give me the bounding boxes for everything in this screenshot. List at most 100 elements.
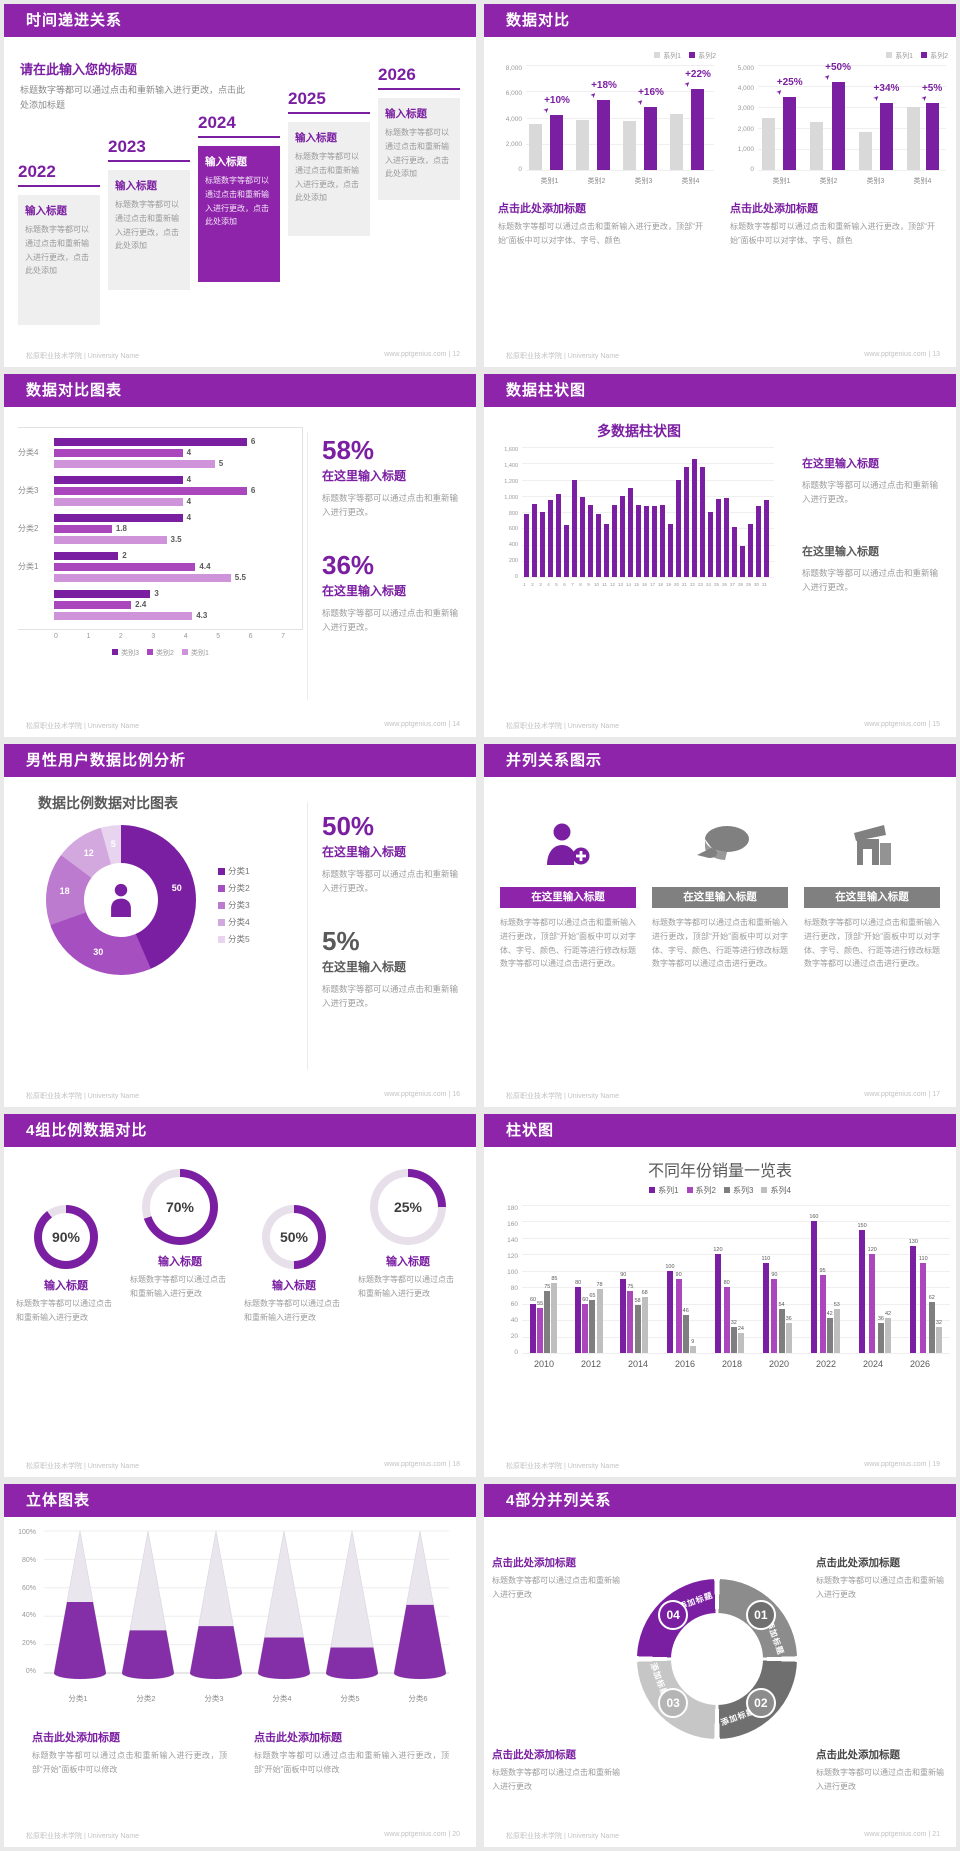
y-tick-label: 40	[510, 1317, 518, 1324]
bar-类别3	[54, 551, 119, 560]
column-bar	[540, 512, 545, 577]
slide-parallel-icons[interactable]: 并列关系图示 在这里输入标题 标题数字等都可以通过点击和重新输入进行更改，顶部“开…	[484, 744, 956, 1107]
y-tick-label: 120	[507, 1253, 518, 1260]
chart-legend: 系列1 系列2	[498, 51, 716, 61]
hbar-group: 分类4 6 4 5	[18, 435, 302, 470]
slide-cycle-ring[interactable]: 4部分并列关系 添加标题 添加标题 添加标题 添加标题 01 02 03 04 点击此处添加标题…	[484, 1484, 956, 1847]
slide-column-chart[interactable]: 数据柱状图 多数据柱状图 1,600 1,400 1,200 1,000 800 600 40…	[484, 374, 956, 737]
chart-legend: 系列1 系列2 系列3 系列4	[484, 1185, 956, 1196]
bar-col: 36	[786, 1316, 792, 1353]
bar-value-label: 4	[186, 448, 192, 457]
bar-col: 100	[665, 1264, 675, 1353]
category-label: 分类1	[68, 1694, 88, 1703]
y-tick-label: 5,000	[737, 65, 754, 72]
bar-系列2	[819, 1274, 826, 1353]
x-tick-label: 4	[547, 582, 550, 587]
hbar-row: 4	[54, 513, 302, 522]
slide-data-compare[interactable]: 数据对比 系列1 系列2 8,000 6,000 4,000 2,000 0 +10% ➤ +18…	[484, 4, 956, 367]
y-tick-label: 2,000	[505, 140, 522, 148]
y-tick-label: 1,400	[504, 462, 518, 469]
block-title: 点击此处添加标题	[492, 1557, 576, 1569]
column-bar	[628, 487, 633, 577]
slide-hbar-chart[interactable]: 数据对比图表 分类4 6 4 5 分类3 4 6 4 分类2 4 1.8 3.5 分类1 2 4.4 5.5 3…	[4, 374, 476, 737]
bar-annotation-col: +34% ➤	[872, 83, 899, 170]
column-bar	[556, 494, 561, 577]
hbar-group: 分类1 2 4.4 5.5	[18, 549, 302, 584]
x-tick-label: 22	[690, 582, 696, 587]
chart-body: 5,000 4,000 3,000 2,000 1,000 0 +25% ➤ +50% ➤ +34%…	[730, 62, 948, 173]
bar-类别1	[54, 611, 193, 620]
y-tick-label: 600	[508, 526, 518, 533]
x-axis-labels: 类别1 类别2 类别3 类别4	[758, 176, 946, 186]
y-tick-label: 0	[518, 166, 522, 173]
chart-body: 1,600 1,400 1,200 1,000 800 600 400 200 0	[496, 447, 774, 580]
bar-group: 120 80 32 24	[713, 1247, 744, 1353]
column-bar	[756, 506, 761, 577]
ring-hole	[378, 1177, 438, 1237]
ring-text: 标题数字等都可以通过点击和重新输入进行更改	[130, 1275, 226, 1298]
slide-grouped-bars[interactable]: 柱状图 不同年份销量一览表 系列1 系列2 系列3 系列4 180 160 140 120 100…	[484, 1114, 956, 1477]
bar-类别2	[54, 562, 196, 571]
bar-value-label: 150	[857, 1222, 867, 1229]
bar-系列2	[675, 1279, 682, 1353]
footer-site-page: www.pptgenius.com | 20	[384, 1831, 460, 1838]
legend-item: 类别3	[112, 648, 139, 658]
donut-chart: 50 30 18 12 5	[46, 825, 196, 975]
bar-value-label: 80	[723, 1280, 730, 1287]
bar-value-label: 65	[589, 1292, 596, 1299]
bar-系列3	[928, 1302, 935, 1353]
growth-arrow-icon: ➤	[823, 72, 833, 82]
slide-timeline[interactable]: 时间递进关系 请在此输入您的标题 标题数字等都可以通过点击和重新输入进行更改，点击…	[4, 4, 476, 367]
bar-series2	[879, 102, 893, 170]
segment-number-badge: 04	[658, 1600, 689, 1631]
caption-block: 点击此处添加标题 标题数字等都可以通过点击和重新输入进行更改，顶部“开始”面板中可…	[498, 200, 703, 247]
x-tick-label: 类别4	[913, 178, 932, 185]
ring-percent-label: 50%	[279, 1229, 309, 1245]
growth-arrow-icon: ➤	[775, 87, 785, 97]
bar-系列1	[530, 1303, 537, 1353]
item-title-bar: 在这里输入标题	[652, 887, 788, 908]
footer-site-page: www.pptgenius.com | 12	[384, 351, 460, 358]
bar-series1	[529, 124, 543, 170]
bar-value-label: 68	[641, 1290, 648, 1297]
y-tick-label: 8,000	[505, 65, 522, 72]
bar-系列3	[589, 1299, 596, 1353]
x-tick-label: 0	[54, 633, 58, 640]
slide-title-bar: 4组比例数据对比	[4, 1114, 476, 1147]
timeline-column: 2024 输入标题 标题数字等都可以通过点击和重新输入进行更改，点击此处添加	[198, 113, 280, 282]
bar-group: +25% ➤	[761, 77, 803, 170]
x-tick-label: 27	[730, 582, 736, 587]
gridline	[758, 170, 946, 171]
gridline	[522, 1287, 950, 1289]
ring-column: 25% 输入标题 标题数字等都可以通过点击和重新输入进行更改	[358, 1169, 458, 1300]
x-tick-label: 17	[650, 582, 656, 587]
bar-系列3	[730, 1326, 737, 1353]
slide-cone-chart[interactable]: 立体图表 100% 80% 60% 40% 20% 0% 分类1 分类2 分类3 分类4 分类5 分类…	[4, 1484, 476, 1847]
bar-value-label: 32	[935, 1319, 942, 1326]
bar-value-label: 2.4	[135, 600, 147, 609]
slide-content: 添加标题 添加标题 添加标题 添加标题 01 02 03 04 点击此处添加标题 标题数字等都可以…	[484, 1517, 956, 1825]
gridline	[526, 143, 714, 145]
bar-col: 110	[762, 1256, 770, 1353]
timeline-year: 2023	[108, 137, 146, 156]
parallel-item: 在这里输入标题 标题数字等都可以通过点击和重新输入进行更改，顶部“开始”面板中可以…	[652, 815, 788, 971]
slide-content: 不同年份销量一览表 系列1 系列2 系列3 系列4 180 160 140 120 100 80 60…	[484, 1147, 956, 1455]
gridline	[526, 117, 714, 119]
footer-school: 松原职业技术学院 | University Name	[26, 1463, 140, 1470]
slide-donut-analysis[interactable]: 男性用户数据比例分析 数据比例数据对比图表 50 30 18 12 5 分类1 分类2 分类3 分…	[4, 744, 476, 1107]
caption-block: 点击此处添加标题 标题数字等都可以通过点击和重新输入进行更改，顶部“开始”面板中可…	[730, 200, 935, 247]
slide-ratio-rings[interactable]: 4组比例数据对比 90% 输入标题 标题数字等都可以通过点击和重新输入进行更改 70%…	[4, 1114, 476, 1477]
intro-title: 请在此输入您的标题	[20, 62, 138, 77]
stat-title: 在这里输入标题	[322, 959, 407, 974]
column-bar	[564, 525, 569, 577]
hbar-stack: 2 4.4 5.5	[54, 549, 302, 584]
bar-value-label: 36	[785, 1316, 792, 1323]
footer-site-page: www.pptgenius.com | 18	[384, 1461, 460, 1468]
x-tick-label: 类别4	[681, 178, 700, 185]
bar-col: 36	[878, 1316, 884, 1353]
slide-title-bar: 时间递进关系	[4, 4, 476, 37]
percent-ring: 25%	[370, 1169, 446, 1245]
slice-value-label: 18	[59, 886, 70, 897]
bar-value-label: 160	[809, 1214, 819, 1221]
bar-类别2	[54, 448, 183, 457]
